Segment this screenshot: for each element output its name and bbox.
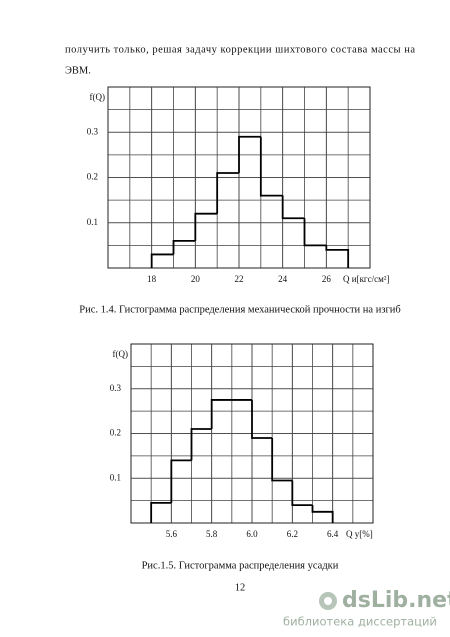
y-axis-label: f(Q) [113,349,129,359]
y-axis-label: f(Q) [90,92,106,102]
x-tick-label: 18 [147,274,157,284]
histogram-bar [190,428,212,461]
y-tick-label: 0.1 [87,217,98,227]
x-tick-label: 20 [191,274,201,284]
histogram-bar [216,172,239,214]
histogram-bar [172,239,196,255]
y-tick-label: 0.3 [110,383,122,393]
page-number: 12 [235,582,246,593]
x-tick-label: 6.2 [287,529,298,539]
watermark-brand: dsLib.net [342,588,450,613]
x-tick-label: 24 [278,274,288,284]
histogram-bar [210,399,232,430]
histogram-bar [170,459,192,503]
x-tick-label: 6.0 [246,529,258,539]
histogram-bar [303,218,327,247]
histogram-bar [281,195,305,220]
histogram-bar [311,505,334,523]
watermark-logo [319,592,337,610]
histogram-bar [271,437,293,482]
histogram-bar [194,212,218,241]
x-tick-label: 22 [235,274,244,284]
histogram-bar [291,480,313,506]
x-tick-label: 26 [322,274,332,284]
x-tick-label: 5.6 [166,529,178,539]
y-tick-label: 0.2 [110,428,121,438]
histogram-bar [150,253,174,268]
histogram-bar [325,245,350,268]
y-tick-label: 0.2 [87,172,98,182]
x-axis-label: Q и[кгс/см²] [343,274,390,284]
figure-caption: Рис.1.5. Гистограмма распределения усадк… [142,560,339,571]
histogram-bar [251,399,273,439]
watermark-tagline: библиотека диссертаций [283,615,437,629]
y-tick-label: 0.3 [87,126,99,136]
x-tick-label: 6.4 [327,529,339,539]
histogram-bar [238,135,261,173]
histogram-bar [259,136,283,197]
x-axis-label: Q у[%] [346,529,373,539]
body-line: получить только, решая задачу коррекции … [65,44,415,55]
histogram-bar [150,501,172,523]
body-line: ЭВМ. [65,65,91,76]
x-tick-label: 5.8 [206,529,218,539]
y-tick-label: 0.1 [110,472,121,482]
figure-caption: Рис. 1.4. Гистограмма распределения меха… [79,304,400,315]
